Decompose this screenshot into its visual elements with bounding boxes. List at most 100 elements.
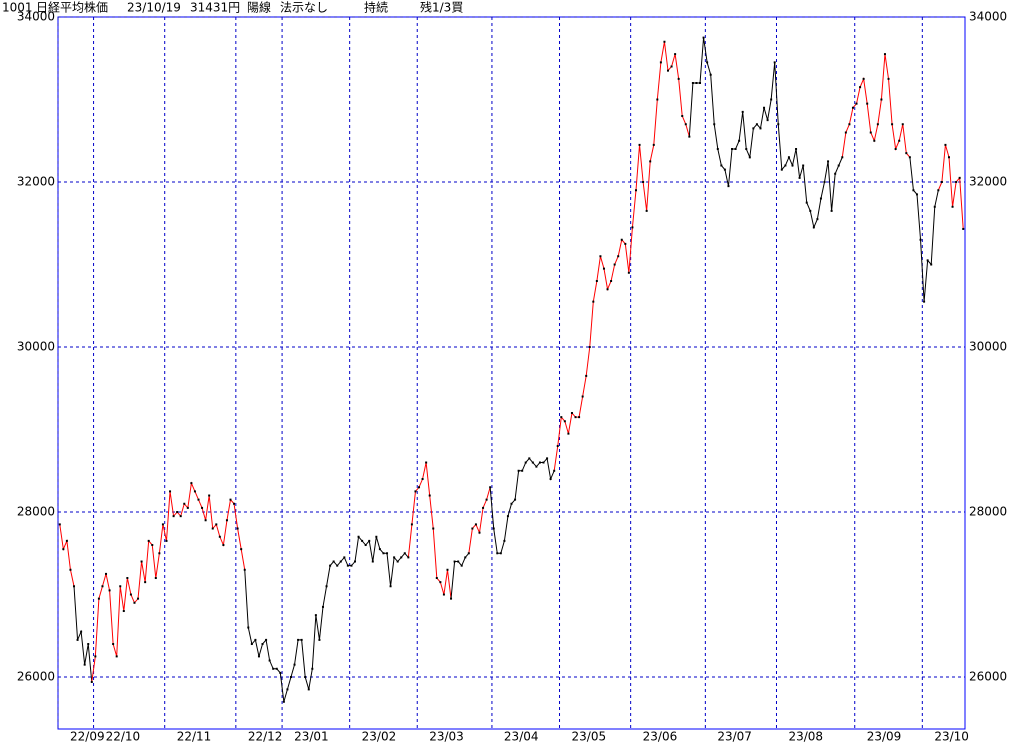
- price-point: [254, 638, 257, 641]
- price-point: [546, 457, 549, 460]
- price-point: [460, 564, 463, 567]
- price-point: [58, 523, 61, 526]
- price-point: [339, 560, 342, 563]
- price-point: [268, 659, 271, 662]
- price-point: [69, 568, 72, 571]
- price-point: [204, 519, 207, 522]
- price-point: [492, 527, 495, 530]
- price-line: [489, 457, 555, 554]
- price-point: [706, 61, 709, 64]
- price-point: [553, 469, 556, 472]
- price-point: [784, 164, 787, 167]
- price-point: [144, 581, 147, 584]
- price-point: [485, 498, 488, 501]
- price-point: [403, 552, 406, 555]
- price-point: [147, 539, 150, 542]
- y-tick-label: 32000: [17, 175, 55, 189]
- price-point: [528, 457, 531, 460]
- price-point: [759, 127, 762, 130]
- price-point: [727, 185, 730, 188]
- price-point: [578, 416, 581, 419]
- price-point: [140, 560, 143, 563]
- x-tick-label: 23/07: [717, 730, 752, 744]
- price-point: [496, 552, 499, 555]
- state: 持続: [364, 0, 388, 15]
- price-point: [937, 189, 940, 192]
- price-point: [201, 506, 204, 509]
- price-point: [97, 597, 100, 600]
- price-point: [940, 181, 943, 184]
- price-point: [482, 506, 485, 509]
- price-point: [410, 523, 413, 526]
- price-line: [909, 157, 939, 302]
- price-point: [531, 461, 534, 464]
- price-point: [873, 139, 876, 142]
- price-point: [393, 556, 396, 559]
- price-point: [307, 688, 310, 691]
- y2-tick-label: 26000: [969, 670, 1007, 684]
- price-point: [599, 255, 602, 258]
- price-point: [225, 519, 228, 522]
- price-point: [613, 263, 616, 266]
- price-point: [912, 189, 915, 192]
- price-point: [425, 461, 428, 464]
- price-point: [73, 585, 76, 588]
- price-point: [894, 148, 897, 151]
- price-line: [450, 552, 470, 599]
- price-point: [955, 181, 958, 184]
- price-point: [951, 205, 954, 208]
- price-point: [734, 148, 737, 151]
- price-point: [738, 139, 741, 142]
- x-tick-label: 23/10: [934, 730, 969, 744]
- price-point: [656, 98, 659, 101]
- price-point: [115, 655, 118, 658]
- price-point: [773, 61, 776, 64]
- price-point: [286, 688, 289, 691]
- price-point: [343, 556, 346, 559]
- price-point: [880, 98, 883, 101]
- price-point: [919, 238, 922, 241]
- price-point: [763, 106, 766, 109]
- price-point: [883, 53, 886, 56]
- price-point: [699, 82, 702, 85]
- x-tick-label: 23/03: [429, 730, 464, 744]
- price-point: [649, 160, 652, 163]
- price-point: [275, 667, 278, 670]
- price-point: [574, 416, 577, 419]
- y2-tick-label: 30000: [969, 340, 1007, 354]
- price-point: [137, 597, 140, 600]
- x-tick-label: 23/02: [362, 730, 397, 744]
- price-point: [222, 544, 225, 547]
- y-tick-label: 26000: [17, 670, 55, 684]
- price-line: [407, 462, 452, 599]
- price-point: [90, 680, 93, 683]
- price-point: [375, 535, 378, 538]
- price-line: [73, 586, 93, 683]
- price-point: [457, 560, 460, 563]
- x-tick-label: 22/09: [70, 730, 105, 744]
- price-point: [122, 610, 125, 613]
- price-line: [468, 487, 491, 554]
- price-point: [179, 515, 182, 518]
- price-line: [59, 524, 75, 587]
- x-tick-label: 23/04: [504, 730, 539, 744]
- price-point: [787, 156, 790, 159]
- price-line: [937, 144, 964, 229]
- price-point: [87, 643, 90, 646]
- price-point: [190, 482, 193, 485]
- price-point: [869, 131, 872, 134]
- price-point: [866, 102, 869, 105]
- price-point: [243, 568, 246, 571]
- price-point: [193, 490, 196, 493]
- price-point: [549, 478, 552, 481]
- price-point: [777, 123, 780, 126]
- price-point: [83, 663, 86, 666]
- price-point: [218, 535, 221, 538]
- price-point: [713, 123, 716, 126]
- price-point: [510, 502, 513, 505]
- price-point: [297, 638, 300, 641]
- price-point: [474, 523, 477, 526]
- price-point: [332, 560, 335, 563]
- price-point: [595, 280, 598, 283]
- price-point: [606, 288, 609, 291]
